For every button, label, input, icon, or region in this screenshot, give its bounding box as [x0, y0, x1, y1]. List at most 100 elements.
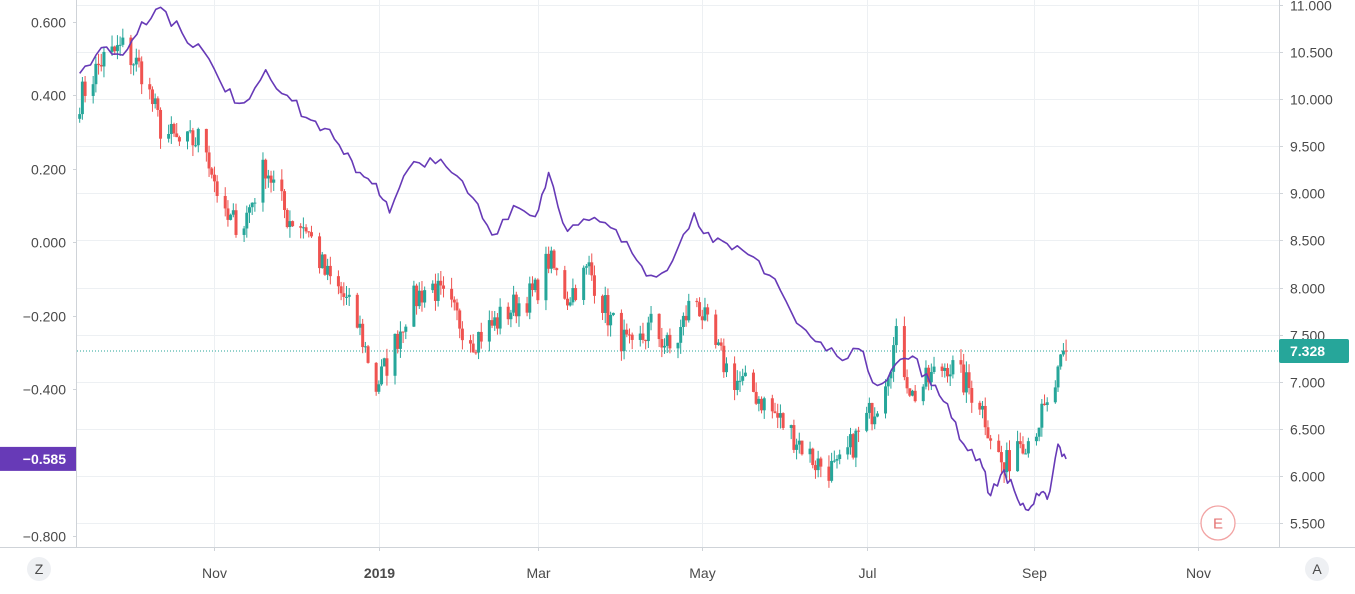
candle-body — [695, 300, 699, 303]
candle — [800, 440, 804, 456]
event-marker-circle[interactable] — [1200, 505, 1236, 541]
candle-body — [110, 46, 114, 52]
candle-body — [886, 378, 890, 387]
candle — [468, 334, 472, 353]
candle-body — [706, 307, 710, 315]
candle-body — [967, 372, 971, 388]
candle — [781, 412, 785, 431]
auto-scale-button[interactable]: A — [1305, 557, 1329, 581]
candle — [1064, 339, 1068, 361]
candle-body — [304, 227, 308, 232]
candle — [687, 293, 691, 323]
candle — [102, 46, 106, 78]
candle — [913, 384, 917, 403]
candle-body — [566, 298, 570, 306]
candle-body — [884, 386, 888, 414]
candle-body — [134, 57, 138, 65]
candle-body — [514, 294, 518, 317]
auto-scale-button-bg[interactable] — [1305, 557, 1329, 581]
candle-body — [452, 299, 456, 303]
candle-body — [619, 312, 623, 352]
left-axis-label: −0.400 — [23, 382, 66, 398]
candle — [819, 456, 823, 478]
candle — [385, 348, 389, 386]
candle — [943, 363, 947, 378]
timezone-button-bg[interactable] — [27, 557, 51, 581]
candle — [1005, 442, 1009, 479]
candle — [229, 213, 233, 221]
candle-body — [1002, 462, 1006, 473]
candle — [754, 382, 758, 406]
candle — [212, 166, 216, 193]
candle-body — [854, 430, 858, 458]
candle-body — [1053, 387, 1057, 403]
candle-body — [792, 425, 796, 450]
candle-body — [264, 159, 268, 179]
candle-body — [285, 209, 289, 228]
candle-body — [943, 367, 947, 371]
candle — [663, 338, 667, 354]
candle — [490, 310, 494, 329]
candle — [894, 318, 898, 353]
candle-body — [283, 191, 287, 210]
candle — [962, 353, 966, 396]
candle-body — [177, 137, 181, 142]
candle — [487, 310, 491, 352]
right-last-value-label: 7.328 — [1290, 343, 1325, 359]
candle-body — [487, 320, 491, 342]
candle-body — [800, 440, 804, 455]
candle — [630, 332, 634, 350]
candle — [886, 376, 890, 396]
candle — [611, 312, 615, 317]
right-axis-label: 10.500 — [1290, 45, 1333, 61]
candle-body — [646, 322, 650, 342]
candle — [307, 231, 311, 238]
candle — [946, 363, 950, 383]
candle-body — [231, 210, 235, 215]
candle — [280, 169, 284, 201]
candle-body — [439, 280, 443, 286]
candle-body — [118, 44, 122, 46]
candle — [625, 323, 629, 338]
candle — [242, 225, 246, 242]
candle — [902, 316, 906, 381]
candle-body — [741, 376, 745, 381]
candle — [272, 170, 276, 191]
candle — [207, 145, 211, 177]
candle — [571, 278, 575, 306]
candle — [851, 432, 855, 460]
candle — [91, 76, 95, 104]
candle — [644, 339, 648, 350]
candle-body — [781, 413, 785, 428]
candle — [530, 276, 534, 297]
candle-body — [738, 380, 742, 382]
candle-body — [129, 37, 133, 66]
candle-body — [795, 444, 799, 450]
candle — [398, 321, 402, 358]
candle — [568, 297, 572, 307]
candle-body — [625, 329, 629, 335]
candle — [778, 404, 782, 429]
candle-body — [393, 333, 397, 376]
time-axis-label: Mar — [526, 565, 550, 581]
candle — [789, 424, 793, 440]
candle — [1040, 399, 1044, 437]
candle-body — [91, 84, 95, 96]
candle-body — [474, 352, 478, 354]
candle — [404, 324, 408, 340]
candle-body — [460, 328, 464, 341]
candle-body — [97, 63, 101, 66]
candle-body — [307, 231, 311, 233]
candle-body — [102, 51, 106, 67]
candle — [986, 420, 990, 439]
candle — [423, 286, 427, 308]
candle-body — [547, 253, 551, 269]
event-marker[interactable]: E — [1200, 505, 1236, 541]
candle-body — [242, 228, 246, 235]
candle-body — [552, 250, 556, 269]
candle — [455, 298, 459, 321]
timezone-button[interactable]: Z — [27, 557, 51, 581]
